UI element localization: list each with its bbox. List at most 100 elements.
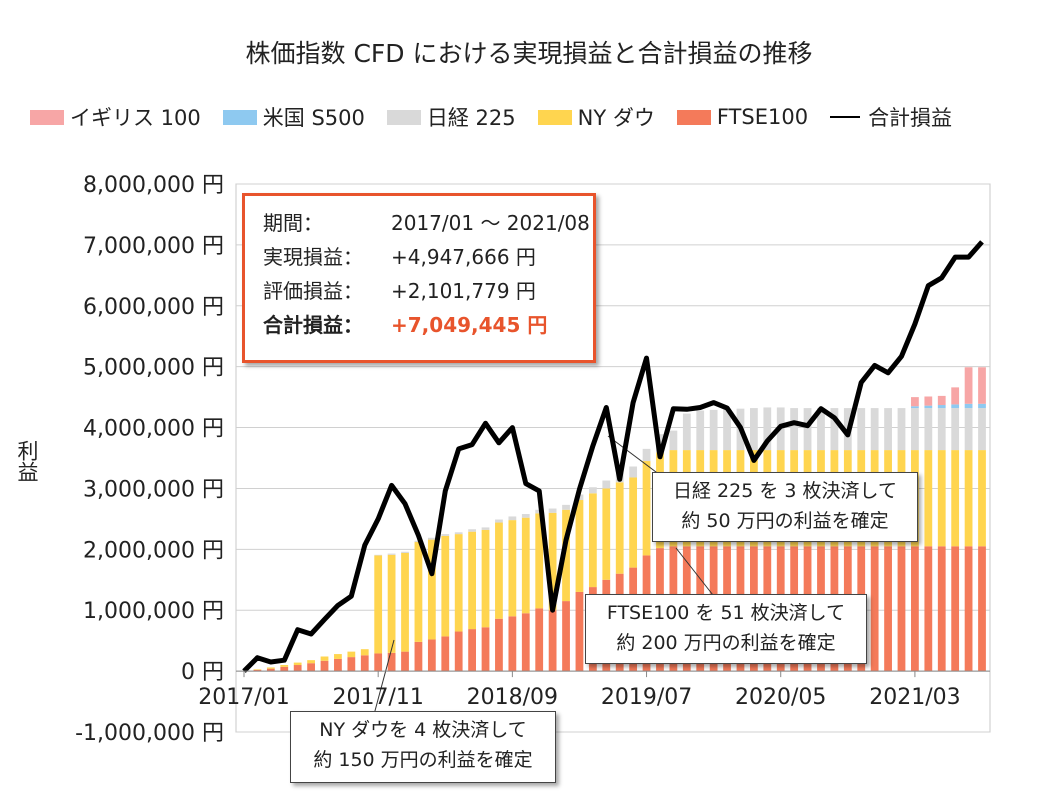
bar-segment xyxy=(427,537,436,540)
bar-segment xyxy=(642,461,651,556)
annotation-nikkei-line2: 約 50 万円の利益を確定 xyxy=(681,510,889,532)
legend-swatch-nydow xyxy=(537,109,572,125)
chart-title: 株価指数 CFD における実現損益と合計損益の推移 xyxy=(245,39,813,68)
bar-segment xyxy=(669,430,678,451)
bar-segment xyxy=(884,408,892,451)
bar-segment xyxy=(964,408,973,451)
bar-segment xyxy=(468,531,477,630)
bar-segment xyxy=(978,546,986,672)
bar-segment xyxy=(307,660,315,664)
bar-segment xyxy=(508,520,517,617)
annotation-nydow-line1: NY ダウを 4 枚決済して xyxy=(319,719,527,741)
bar-segment xyxy=(454,631,463,672)
legend-item-nydow: NY ダウ xyxy=(537,102,655,132)
bar-segment xyxy=(320,656,329,661)
bar-segment xyxy=(468,529,477,532)
bar-segment xyxy=(334,654,342,659)
period-row: 期間： 2017/01 ～ 2021/08 xyxy=(263,206,593,240)
period-value: 2017/01 ～ 2021/08 xyxy=(391,211,590,235)
bar-segment xyxy=(508,616,517,672)
y-tick-label: 6,000,000 円 xyxy=(83,295,224,320)
bar-segment xyxy=(951,408,960,451)
bar-segment xyxy=(951,450,960,547)
legend-item-us500: 米国 S500 xyxy=(222,102,365,132)
bar-segment xyxy=(911,397,919,407)
bar-segment xyxy=(602,480,611,489)
x-tick-label: 2021/03 xyxy=(869,685,960,710)
bar-segment xyxy=(924,396,933,406)
total-profit-line xyxy=(242,240,984,673)
bar-segment xyxy=(360,655,369,672)
bar-segment xyxy=(575,591,584,672)
bar-segment xyxy=(562,509,570,602)
bar-segment xyxy=(468,629,477,672)
bar-segment xyxy=(937,405,946,409)
bar-segment xyxy=(334,658,342,672)
bar-segment xyxy=(307,663,315,672)
bar-segment xyxy=(978,403,986,409)
bar-segment xyxy=(562,504,570,510)
bar-segment xyxy=(495,519,503,523)
legend-item-ftse100: FTSE100 xyxy=(676,105,809,129)
bar-segment xyxy=(749,408,758,451)
bar-segment xyxy=(253,669,262,670)
legend-label-ftse100: FTSE100 xyxy=(716,105,809,129)
bar-segment xyxy=(535,513,544,609)
y-tick-label: -1,000,000 円 xyxy=(75,721,224,746)
bar-segment xyxy=(481,527,490,530)
bar-segment xyxy=(575,500,584,592)
period-label: 期間： xyxy=(263,211,323,235)
bar-segment xyxy=(414,641,423,672)
bar-segment xyxy=(427,639,436,672)
bar-segment xyxy=(857,408,866,451)
legend-label-us500: 米国 S500 xyxy=(262,106,365,130)
bar-segment xyxy=(562,601,570,672)
bar-segment xyxy=(521,517,530,614)
bar-segment xyxy=(293,662,302,666)
x-tick-label: 2017/01 xyxy=(198,685,289,710)
bar-segment xyxy=(830,408,839,451)
bar-segment xyxy=(817,408,825,451)
x-tick-label: 2019/07 xyxy=(601,685,692,710)
bar-segment xyxy=(642,448,651,462)
legend-item-nikkei225: 日経 225 xyxy=(386,102,516,132)
bar-segment xyxy=(937,395,946,406)
bar-segment xyxy=(978,367,986,404)
legend-swatch-us500 xyxy=(222,109,257,125)
bar-segment xyxy=(978,408,986,451)
bar-segment xyxy=(964,450,973,547)
y-axis-label: 利益 xyxy=(15,440,39,482)
bar-segment xyxy=(696,410,705,451)
bar-segment xyxy=(951,387,960,405)
bar-segment xyxy=(615,482,624,574)
legend-swatch-uk100 xyxy=(30,109,64,125)
bar-segment xyxy=(884,546,892,672)
bar-segment xyxy=(387,554,396,653)
bar-segment xyxy=(280,666,289,672)
y-tick-label: 1,000,000 円 xyxy=(83,599,224,624)
bar-segment xyxy=(588,493,597,588)
y-tick-label: 7,000,000 円 xyxy=(83,234,224,259)
annotation-ftse-line1: FTSE100 を 51 枚決済して xyxy=(606,602,846,624)
bar-segment xyxy=(709,409,718,451)
bar-segment xyxy=(870,546,879,672)
bar-segment xyxy=(521,613,530,672)
unrealized-label: 評価損益： xyxy=(263,279,363,303)
legend-swatch-nikkei225 xyxy=(386,109,421,125)
bar-segment xyxy=(629,477,638,568)
bar-segment xyxy=(374,653,383,672)
bar-segment xyxy=(441,636,450,672)
bar-segment xyxy=(387,652,396,672)
bar-segment xyxy=(535,608,544,672)
total-label: 合計損益： xyxy=(263,313,363,337)
bar-segment xyxy=(951,404,960,409)
unrealized-value: +2,101,779 円 xyxy=(391,279,536,303)
bar-segment xyxy=(548,610,557,672)
bar-segment xyxy=(924,405,933,409)
bar-segment xyxy=(280,665,289,667)
bar-segment xyxy=(897,546,906,672)
bar-segment xyxy=(548,512,557,611)
y-tick-label: 8,000,000 円 xyxy=(83,173,224,198)
bar-segment xyxy=(964,367,973,404)
legend-swatch-ftse100 xyxy=(676,109,711,125)
